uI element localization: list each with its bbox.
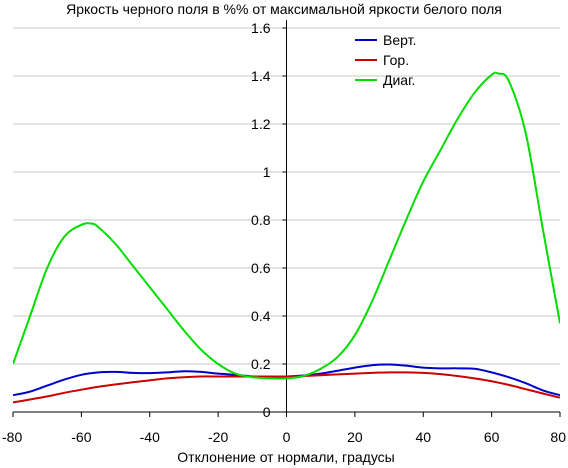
series-lines (13, 71, 560, 404)
y-tick-label: 0.4 (251, 308, 271, 324)
chart-title: Яркость черного поля в %% от максимально… (66, 1, 502, 17)
y-tick-label: 0.6 (251, 260, 271, 276)
x-tick-label: 0 (283, 429, 291, 445)
x-tick-label: 60 (484, 429, 500, 445)
legend: Верт. Гор. Диаг. (355, 32, 416, 88)
x-tick-label: -60 (71, 429, 91, 445)
legend-label: Диаг. (383, 72, 415, 88)
x-tick-label: -40 (140, 429, 160, 445)
x-tick-label: 20 (347, 429, 363, 445)
x-tick-label: 40 (415, 429, 431, 445)
legend-label: Гор. (383, 52, 409, 68)
x-tick-label: -20 (208, 429, 228, 445)
x-tick-label: -80 (2, 429, 22, 445)
y-tick-label: 1 (263, 164, 271, 180)
x-tick-label: 80 (550, 429, 566, 445)
y-tick-label: 1.4 (251, 68, 271, 84)
y-tick-label: 0.8 (251, 212, 271, 228)
series-line-3 (13, 71, 560, 380)
y-tick-label: 0.2 (251, 356, 271, 372)
series-line-2 (13, 371, 560, 404)
x-axis-label: Отклонение от нормали, градусы (177, 449, 394, 465)
y-tick-label: 1.6 (251, 20, 271, 36)
axes: 00.20.40.60.811.21.41.6-80 -60 -40 -20 0 20 40… (2, 20, 566, 445)
legend-label: Верт. (383, 32, 416, 48)
y-tick-label: 1.2 (251, 116, 271, 132)
